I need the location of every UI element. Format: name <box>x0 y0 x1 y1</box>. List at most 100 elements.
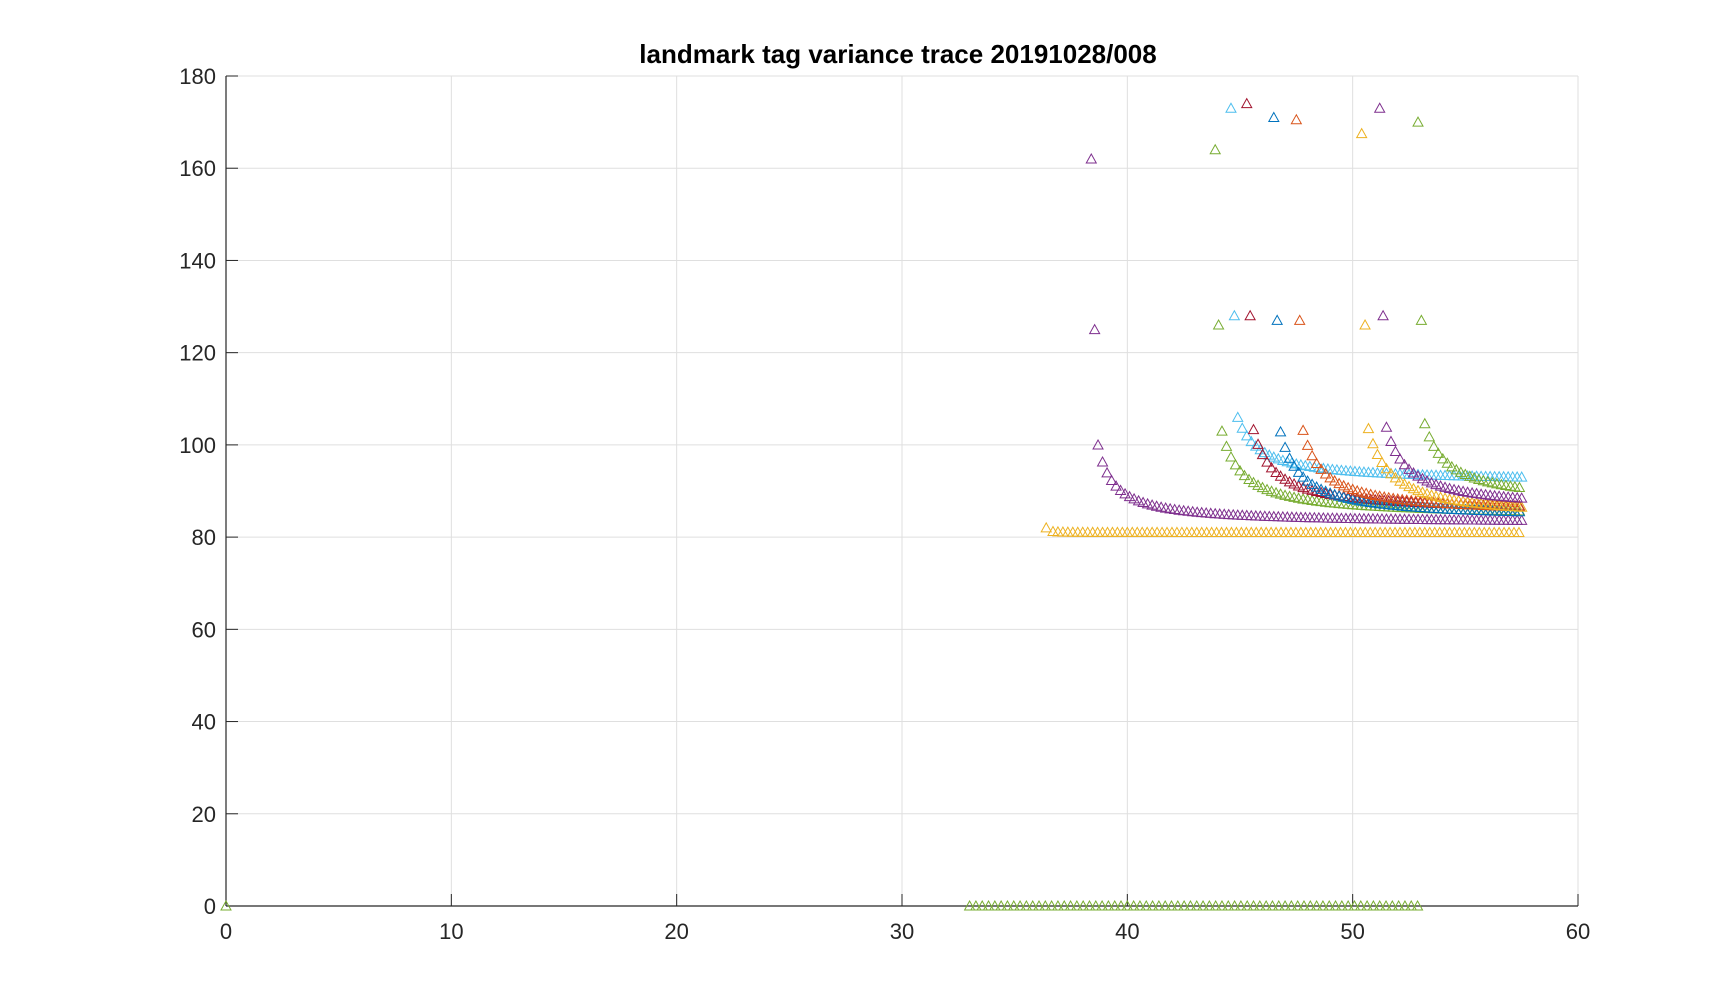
data-point <box>1040 521 1053 533</box>
data-point <box>1271 314 1284 325</box>
data-point <box>1252 438 1264 449</box>
data-point <box>1279 899 1291 911</box>
data-point <box>1418 417 1431 429</box>
data-point <box>1209 143 1222 155</box>
data-point <box>1110 480 1122 491</box>
data-point <box>1513 481 1526 492</box>
x-tick-label: 10 <box>439 919 463 944</box>
data-point <box>1279 441 1291 452</box>
data-point <box>1279 473 1291 484</box>
chart-title: landmark tag variance trace 20191028/008 <box>639 39 1156 69</box>
data-point <box>1231 411 1244 422</box>
data-point <box>1385 467 1397 479</box>
data-point <box>1127 899 1140 911</box>
x-tick-label: 40 <box>1115 919 1139 944</box>
data-point <box>1249 440 1262 451</box>
data-point <box>1385 435 1397 447</box>
data-point <box>1292 466 1305 477</box>
data-point <box>1405 899 1418 911</box>
data-point <box>1297 471 1309 482</box>
data-point <box>1252 479 1264 490</box>
y-tick-label: 20 <box>192 802 216 827</box>
data-point <box>1274 425 1287 437</box>
data-point <box>1310 481 1323 492</box>
tick-labels: 0 10 20 30 40 50 60 0 20 40 60 80 100 120 140 160 180 <box>179 64 1590 944</box>
data-point <box>1373 899 1386 911</box>
data-point <box>1229 458 1242 470</box>
data-point <box>1096 899 1108 911</box>
data-point <box>1085 152 1098 164</box>
data-point <box>1033 899 1045 911</box>
data-point <box>1274 470 1287 481</box>
data-point <box>995 899 1007 911</box>
data-point <box>1317 899 1329 911</box>
data-point <box>1045 899 1058 911</box>
data-point <box>1238 469 1251 481</box>
data-point <box>1306 449 1318 461</box>
data-point <box>1216 899 1228 911</box>
data-point <box>1247 476 1260 488</box>
data-point <box>1235 899 1247 911</box>
data-point <box>1220 440 1233 451</box>
data-point <box>1297 424 1309 435</box>
data-point <box>1342 899 1355 911</box>
data-point <box>982 899 995 911</box>
data-point <box>1245 435 1258 447</box>
y-tick-label: 140 <box>179 248 216 273</box>
data-point <box>1058 899 1071 911</box>
data-point <box>1146 899 1159 911</box>
data-point <box>1265 461 1278 473</box>
data-point <box>1123 490 1136 502</box>
axes-box <box>225 75 1579 907</box>
data-point <box>1243 473 1255 484</box>
data-point <box>976 899 989 911</box>
data-point <box>1319 468 1332 479</box>
data-point <box>1283 475 1296 487</box>
data-point <box>1083 899 1096 911</box>
data-point <box>1359 318 1371 330</box>
data-point <box>1119 487 1131 499</box>
y-tick-label: 60 <box>192 617 216 642</box>
data-point <box>1290 113 1303 125</box>
data-point <box>1394 452 1406 464</box>
data-point <box>1064 899 1077 911</box>
x-tick-label: 50 <box>1340 919 1364 944</box>
data-point <box>1092 439 1104 450</box>
data-point <box>1270 466 1282 477</box>
data-point <box>1096 455 1109 467</box>
y-tick-label: 0 <box>204 894 216 919</box>
data-point <box>1071 899 1083 911</box>
data-point <box>1134 899 1146 911</box>
data-point <box>1260 899 1272 911</box>
data-point <box>1190 899 1203 911</box>
data-point <box>1380 899 1392 911</box>
data-point <box>1077 899 1090 911</box>
data-point <box>1234 464 1246 476</box>
data-point <box>1371 448 1384 459</box>
data-point <box>1184 899 1197 911</box>
data-point <box>1293 314 1306 325</box>
data-point <box>1315 463 1327 474</box>
data-point <box>1310 457 1323 468</box>
data-point <box>1416 472 1429 484</box>
data-point <box>1247 899 1260 911</box>
data-point <box>1355 127 1368 139</box>
data-point <box>1020 899 1033 911</box>
data-point <box>1115 899 1127 911</box>
data-markers <box>220 97 1528 911</box>
data-point <box>1108 899 1121 911</box>
data-point <box>1423 430 1436 442</box>
data-point <box>1247 423 1260 435</box>
y-tick-label: 160 <box>179 156 216 181</box>
data-point <box>1337 479 1350 491</box>
data-point <box>1014 899 1026 911</box>
data-point <box>1253 899 1266 911</box>
data-point <box>1171 899 1184 911</box>
data-point <box>1267 111 1280 122</box>
data-point <box>1225 451 1237 462</box>
data-point <box>1225 102 1237 113</box>
data-point <box>1039 899 1052 911</box>
data-point <box>1398 478 1411 489</box>
data-point <box>1328 474 1341 486</box>
data-point <box>1052 899 1064 911</box>
